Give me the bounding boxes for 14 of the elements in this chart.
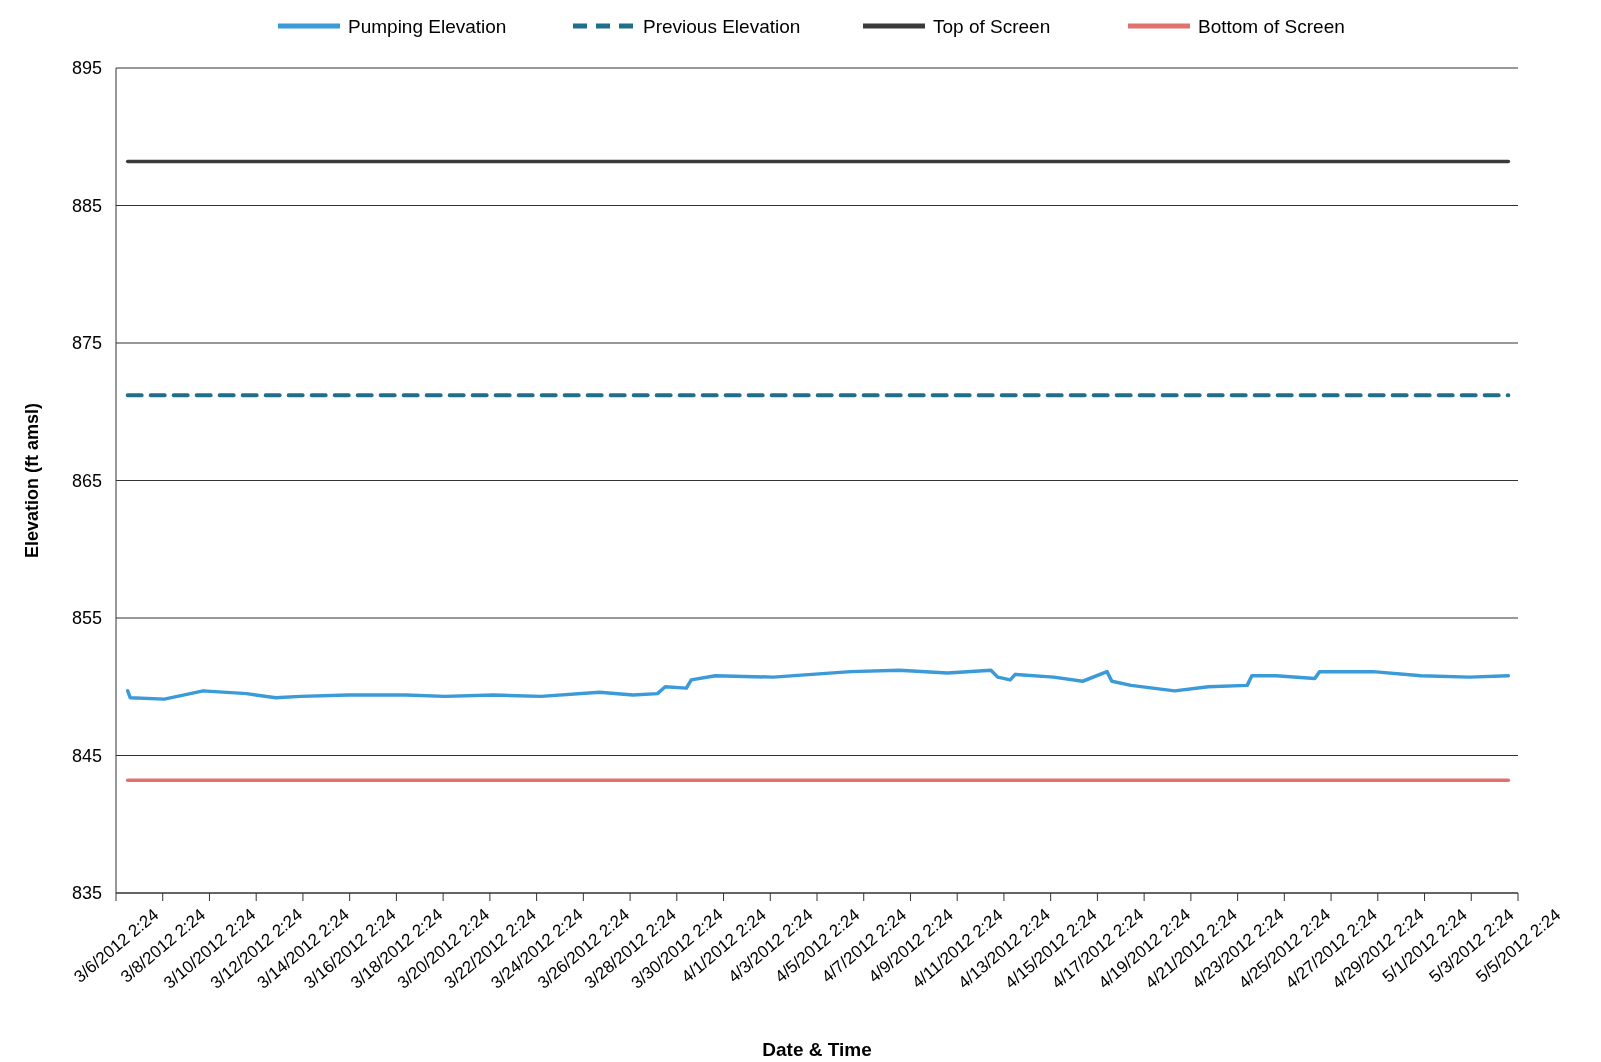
legend-label: Top of Screen — [933, 15, 1051, 37]
legend-label: Bottom of Screen — [1198, 15, 1345, 37]
y-tick-label: 875 — [71, 333, 102, 354]
y-tick-label: 895 — [71, 58, 102, 79]
y-tick-label: 885 — [71, 195, 102, 216]
y-tick-label: 855 — [71, 608, 102, 629]
y-axis-title: Elevation (ft amsl) — [22, 402, 42, 559]
x-axis-title: Date & Time — [762, 1039, 872, 1060]
y-tick-label: 845 — [71, 745, 102, 766]
line-series — [125, 668, 1511, 701]
y-tick-label: 835 — [71, 883, 102, 904]
legend-label: Pumping Elevation — [348, 15, 507, 37]
y-tick-label: 865 — [71, 470, 102, 491]
legend-label: Previous Elevation — [643, 15, 801, 37]
